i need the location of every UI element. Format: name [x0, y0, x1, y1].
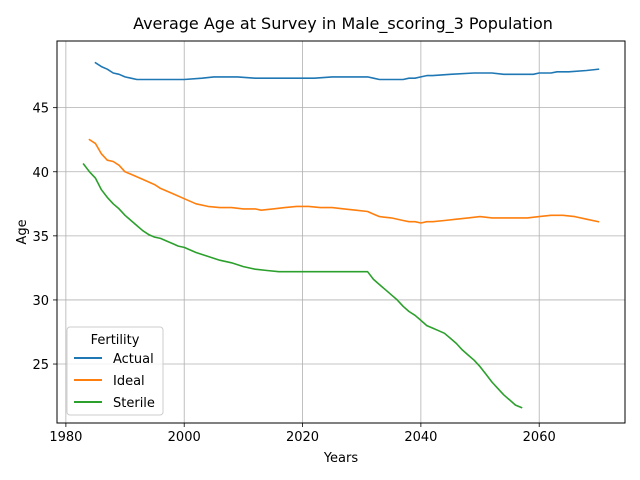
- y-tick-label: 30: [32, 294, 49, 309]
- series-line-sterile: [82, 162, 523, 409]
- legend-box: [66, 326, 164, 416]
- y-tick-label: 25: [32, 358, 49, 373]
- legend-label-sterile: Sterile: [113, 396, 155, 411]
- x-tick-label: 2020: [286, 430, 319, 445]
- chart-title: Average Age at Survey in Male_scoring_3 …: [133, 14, 553, 34]
- y-axis-title: Age: [15, 219, 30, 244]
- x-tick-label: 2040: [404, 430, 437, 445]
- y-tick-label: 35: [32, 230, 49, 245]
- series-line-ideal: [88, 138, 600, 224]
- x-tick-label: 1980: [49, 430, 82, 445]
- x-axis-title: Years: [323, 451, 359, 466]
- series-lines: [82, 61, 600, 409]
- series-line-actual: [94, 61, 600, 81]
- legend-label-actual: Actual: [113, 352, 154, 367]
- plot-frame: [56, 40, 626, 424]
- y-tick-label: 45: [32, 102, 49, 117]
- y-tick-label: 40: [32, 166, 49, 181]
- x-tick-label: 2060: [523, 430, 556, 445]
- axis-ticks: 1980 2000 2020 2040 2060 25 30 35 40 45: [32, 102, 555, 445]
- legend: Fertility Actual Ideal Sterile: [66, 326, 164, 416]
- legend-title: Fertility: [91, 333, 140, 348]
- x-tick-label: 2000: [168, 430, 201, 445]
- legend-label-ideal: Ideal: [113, 374, 145, 389]
